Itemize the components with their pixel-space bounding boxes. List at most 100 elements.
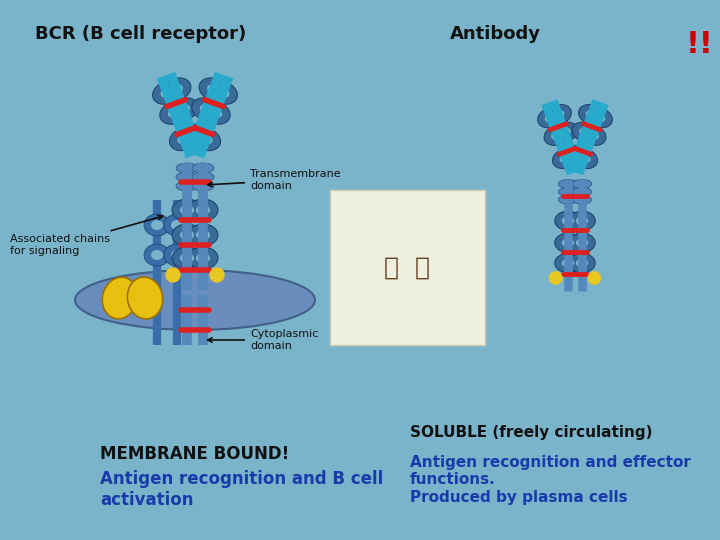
Ellipse shape [588, 131, 599, 140]
Ellipse shape [209, 107, 222, 118]
Ellipse shape [172, 247, 202, 269]
Ellipse shape [580, 127, 591, 137]
Ellipse shape [200, 104, 213, 114]
Ellipse shape [196, 253, 210, 263]
Text: Antigen recognition and effector
functions.
Produced by plasma cells: Antigen recognition and effector functio… [410, 455, 691, 505]
Ellipse shape [153, 81, 181, 104]
Ellipse shape [554, 211, 581, 231]
Ellipse shape [569, 211, 595, 231]
Ellipse shape [192, 127, 220, 151]
Ellipse shape [176, 163, 198, 173]
Ellipse shape [579, 105, 604, 125]
Text: SOLUBLE (freely circulating): SOLUBLE (freely circulating) [410, 425, 652, 440]
Ellipse shape [192, 181, 214, 191]
Ellipse shape [127, 277, 163, 319]
Ellipse shape [208, 81, 238, 104]
FancyBboxPatch shape [330, 190, 485, 345]
Ellipse shape [562, 259, 574, 267]
Ellipse shape [192, 172, 214, 182]
Ellipse shape [576, 259, 588, 267]
Ellipse shape [172, 199, 202, 221]
Ellipse shape [169, 98, 198, 121]
Ellipse shape [569, 253, 595, 273]
Ellipse shape [571, 151, 582, 160]
Ellipse shape [176, 181, 198, 191]
Circle shape [588, 272, 600, 284]
Ellipse shape [190, 131, 203, 141]
Ellipse shape [180, 205, 194, 215]
Ellipse shape [182, 124, 212, 147]
Text: BCR (B cell receptor): BCR (B cell receptor) [35, 25, 246, 43]
Ellipse shape [569, 233, 595, 253]
Ellipse shape [102, 277, 138, 319]
Ellipse shape [144, 244, 170, 266]
Ellipse shape [171, 220, 183, 230]
Ellipse shape [201, 101, 230, 124]
Ellipse shape [561, 145, 586, 166]
Ellipse shape [196, 205, 210, 215]
Text: MEMBRANE BOUND!: MEMBRANE BOUND! [100, 445, 289, 463]
Ellipse shape [585, 110, 597, 119]
Ellipse shape [164, 214, 190, 236]
Ellipse shape [160, 101, 189, 124]
Text: !!: !! [686, 30, 714, 59]
Ellipse shape [562, 238, 574, 247]
Ellipse shape [179, 124, 208, 147]
Ellipse shape [564, 145, 590, 166]
Ellipse shape [199, 78, 228, 101]
Ellipse shape [552, 148, 578, 168]
Ellipse shape [558, 195, 577, 204]
Ellipse shape [572, 148, 598, 168]
Ellipse shape [188, 247, 218, 269]
Ellipse shape [186, 131, 199, 141]
Ellipse shape [572, 122, 598, 143]
Ellipse shape [75, 270, 315, 330]
Ellipse shape [177, 104, 190, 114]
Ellipse shape [192, 163, 214, 173]
Ellipse shape [172, 224, 202, 246]
Ellipse shape [545, 113, 557, 122]
Text: Cytoplasmic
domain: Cytoplasmic domain [207, 329, 318, 351]
Ellipse shape [579, 154, 590, 163]
Ellipse shape [562, 217, 574, 225]
Ellipse shape [551, 131, 562, 140]
Ellipse shape [180, 253, 194, 263]
Ellipse shape [594, 113, 606, 122]
Circle shape [166, 268, 180, 282]
Circle shape [549, 272, 562, 284]
Ellipse shape [553, 110, 564, 119]
Ellipse shape [554, 253, 581, 273]
Ellipse shape [169, 127, 199, 151]
Ellipse shape [559, 127, 571, 137]
Ellipse shape [151, 220, 163, 230]
Ellipse shape [558, 187, 577, 196]
Ellipse shape [572, 179, 592, 188]
Ellipse shape [576, 217, 588, 225]
Ellipse shape [546, 105, 572, 125]
Ellipse shape [216, 87, 230, 98]
Ellipse shape [552, 122, 578, 143]
Ellipse shape [554, 233, 581, 253]
Circle shape [210, 268, 224, 282]
Ellipse shape [572, 195, 592, 204]
Text: Antibody: Antibody [450, 25, 541, 43]
Ellipse shape [144, 214, 170, 236]
Ellipse shape [587, 107, 612, 128]
Ellipse shape [199, 134, 212, 144]
Ellipse shape [151, 250, 163, 260]
Ellipse shape [576, 238, 588, 247]
Ellipse shape [567, 151, 579, 160]
Ellipse shape [176, 172, 198, 182]
Text: 🧙  🤖: 🧙 🤖 [384, 256, 430, 280]
Ellipse shape [558, 179, 577, 188]
Text: Antigen recognition and B cell
activation: Antigen recognition and B cell activatio… [100, 470, 383, 509]
Ellipse shape [538, 107, 563, 128]
Ellipse shape [192, 98, 221, 121]
Ellipse shape [171, 250, 183, 260]
Ellipse shape [207, 84, 220, 94]
Ellipse shape [580, 125, 606, 145]
Ellipse shape [188, 224, 218, 246]
Ellipse shape [196, 230, 210, 240]
Ellipse shape [188, 199, 218, 221]
Ellipse shape [164, 244, 190, 266]
